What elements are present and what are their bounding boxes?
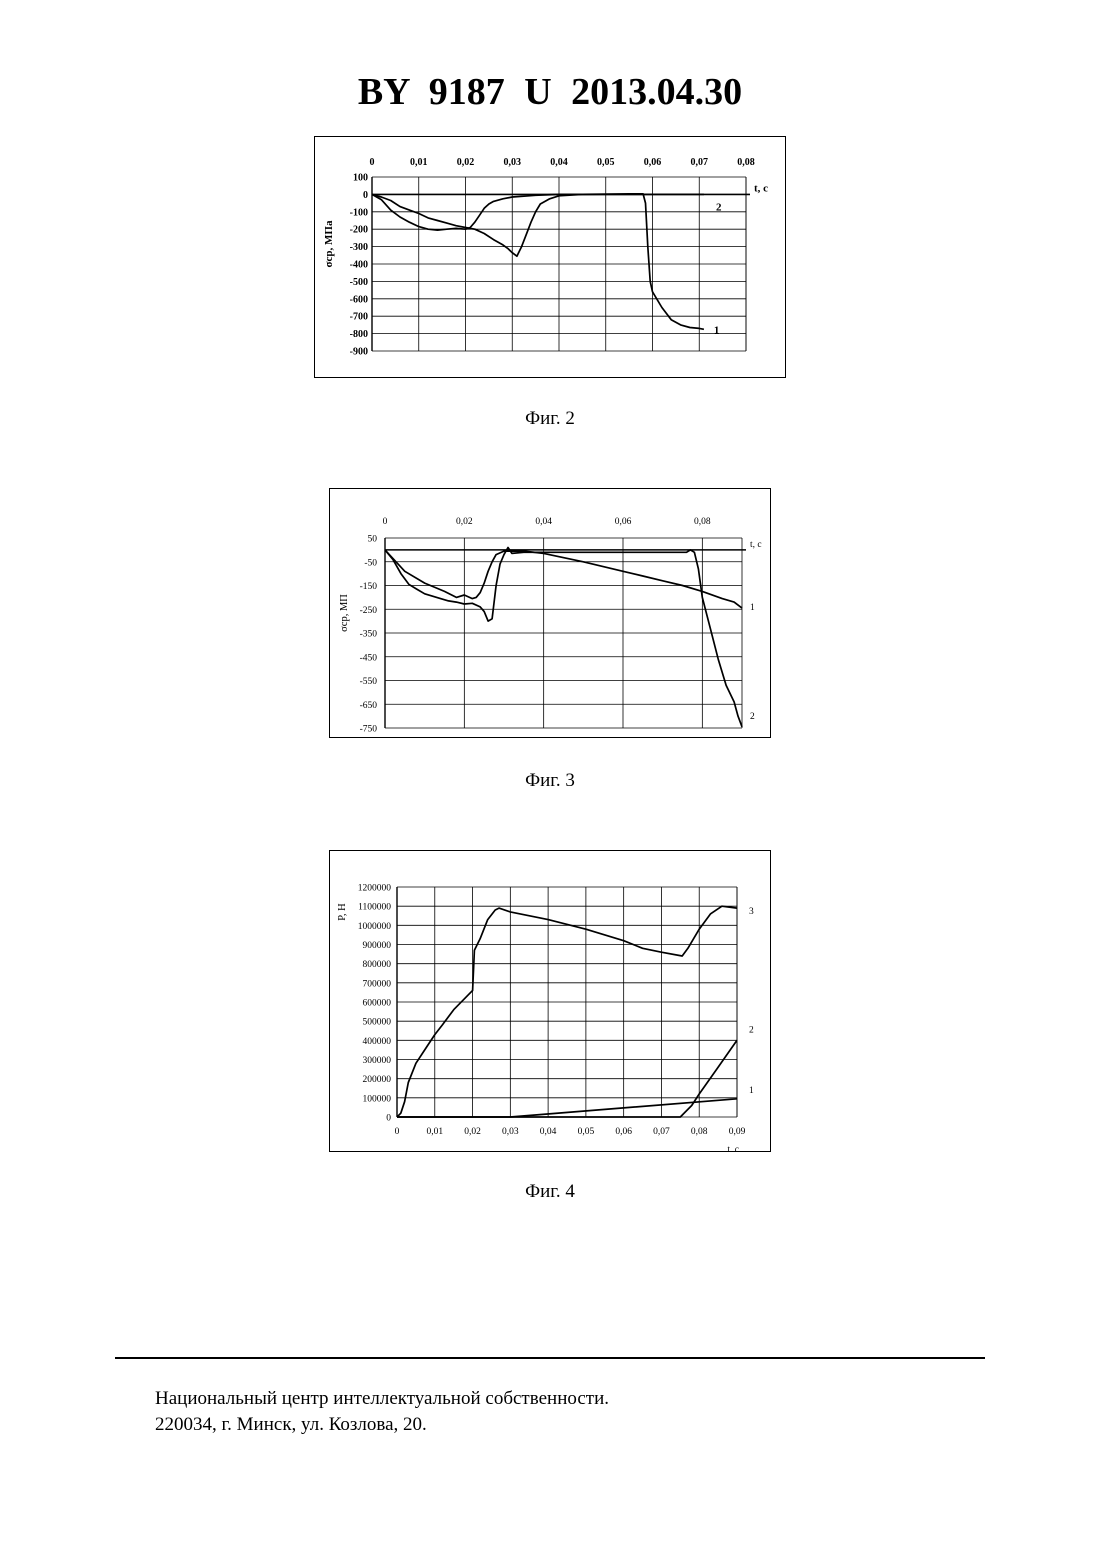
y-tick-label: 200000 bbox=[363, 1075, 392, 1085]
x-tick-label: 0,07 bbox=[691, 157, 709, 168]
y-tick-label: 0 bbox=[386, 1114, 391, 1124]
figure-3-chart: 0 0,02 0,04 0,06 0,08 50 -50 -150 -250 -350 -450 -5… bbox=[329, 488, 771, 738]
figure-2: 00,010,020,030,040,050,060,070,081000-10… bbox=[314, 136, 786, 383]
x-tick-label: 0,06 bbox=[615, 1127, 632, 1137]
x-tick-label: 0,04 bbox=[540, 1127, 557, 1137]
y-tick-label: 900000 bbox=[363, 941, 392, 951]
y-tick-label: -350 bbox=[360, 630, 378, 640]
y-tick-label: -600 bbox=[350, 294, 368, 305]
y-tick-label: -300 bbox=[350, 242, 368, 253]
x-tick-label: 0,02 bbox=[456, 517, 473, 527]
document-header: BY 9187 U 2013.04.30 bbox=[0, 70, 1100, 114]
series-label-3: 3 bbox=[749, 907, 754, 917]
x-tick-label: 0,02 bbox=[464, 1127, 481, 1137]
figure-4-chart: 00,010,020,030,040,050,060,070,080,09120… bbox=[329, 850, 771, 1152]
series-label-1: 1 bbox=[750, 603, 755, 613]
series-label-2: 2 bbox=[716, 201, 722, 213]
y-tick-label: 700000 bbox=[363, 979, 392, 989]
y-tick-label: 800000 bbox=[363, 960, 392, 970]
x-tick-label: 0,07 bbox=[653, 1127, 670, 1137]
figure-3-caption: Фиг. 3 bbox=[0, 770, 1100, 792]
y-tick-label: 0 bbox=[363, 190, 368, 201]
x-tick-label: 0,06 bbox=[615, 517, 632, 527]
y-tick-label: -750 bbox=[360, 725, 378, 735]
x-tick-label: 0,06 bbox=[644, 157, 662, 168]
x-tick-label: 0,08 bbox=[737, 157, 755, 168]
x-tick-label: 0,05 bbox=[597, 157, 615, 168]
x-tick-label: 0,03 bbox=[502, 1127, 519, 1137]
y-tick-label: -650 bbox=[360, 701, 378, 711]
x-axis-label: t, c bbox=[754, 182, 768, 194]
figure-3: 0 0,02 0,04 0,06 0,08 50 -50 -150 -250 -350 -450 -5… bbox=[329, 488, 771, 743]
y-axis-label: σср, МПа bbox=[323, 220, 335, 267]
figure-4: 00,010,020,030,040,050,060,070,080,09120… bbox=[329, 850, 771, 1157]
y-tick-label: -200 bbox=[350, 225, 368, 236]
series-label-2: 2 bbox=[749, 1025, 754, 1035]
x-tick-label: 0,09 bbox=[729, 1127, 746, 1137]
figure-2-chart: 00,010,020,030,040,050,060,070,081000-10… bbox=[314, 136, 786, 378]
figure-4-caption: Фиг. 4 bbox=[0, 1181, 1100, 1203]
series-label-1: 1 bbox=[714, 324, 720, 336]
y-tick-label: 500000 bbox=[363, 1018, 392, 1028]
y-tick-label: -150 bbox=[360, 582, 378, 592]
footer-divider bbox=[115, 1357, 985, 1359]
x-tick-label: 0,04 bbox=[550, 157, 568, 168]
y-tick-label: -450 bbox=[360, 653, 378, 663]
y-axis-label: σср, МП bbox=[339, 594, 350, 632]
x-tick-label: 0,01 bbox=[426, 1127, 443, 1137]
x-axis-label: t, c bbox=[727, 1145, 739, 1152]
y-tick-label: 50 bbox=[368, 535, 378, 545]
y-tick-label: 400000 bbox=[363, 1037, 392, 1047]
footer-line-2: 220034, г. Минск, ул. Козлова, 20. bbox=[155, 1412, 609, 1438]
y-tick-label: -50 bbox=[364, 558, 377, 568]
x-axis-label: t, c bbox=[750, 540, 762, 550]
figure-2-caption: Фиг. 2 bbox=[0, 408, 1100, 430]
x-tick-label: 0,01 bbox=[410, 157, 428, 168]
y-tick-label: -550 bbox=[360, 677, 378, 687]
x-tick-label: 0 bbox=[370, 157, 375, 168]
y-tick-label: 1200000 bbox=[358, 884, 392, 894]
x-tick-label: 0 bbox=[383, 517, 388, 527]
series-label-1: 1 bbox=[749, 1086, 754, 1096]
chart-frame bbox=[315, 137, 786, 378]
x-tick-label: 0,05 bbox=[578, 1127, 595, 1137]
y-tick-label: 100 bbox=[353, 173, 368, 184]
y-tick-label: -250 bbox=[360, 606, 378, 616]
y-tick-label: -100 bbox=[350, 207, 368, 218]
x-tick-label: 0 bbox=[395, 1127, 400, 1137]
y-tick-label: -500 bbox=[350, 277, 368, 288]
y-axis-label: P, Н bbox=[337, 903, 348, 921]
y-tick-label: -400 bbox=[350, 260, 368, 271]
y-tick-label: -700 bbox=[350, 312, 368, 323]
y-tick-label: -800 bbox=[350, 329, 368, 340]
x-tick-label: 0,04 bbox=[535, 517, 552, 527]
y-tick-label: -900 bbox=[350, 347, 368, 358]
y-tick-label: 1000000 bbox=[358, 922, 392, 932]
x-tick-label: 0,02 bbox=[457, 157, 475, 168]
footer-line-1: Национальный центр интеллектуальной собс… bbox=[155, 1386, 609, 1412]
x-tick-label: 0,08 bbox=[691, 1127, 708, 1137]
y-tick-label: 100000 bbox=[363, 1094, 392, 1104]
y-tick-label: 600000 bbox=[363, 999, 392, 1009]
footer: Национальный центр интеллектуальной собс… bbox=[155, 1386, 609, 1438]
y-tick-label: 1100000 bbox=[358, 903, 391, 913]
y-tick-label: 300000 bbox=[363, 1056, 392, 1066]
x-tick-label: 0,03 bbox=[504, 157, 522, 168]
chart-frame bbox=[330, 851, 771, 1152]
x-tick-label: 0,08 bbox=[694, 517, 711, 527]
series-label-2: 2 bbox=[750, 712, 755, 722]
